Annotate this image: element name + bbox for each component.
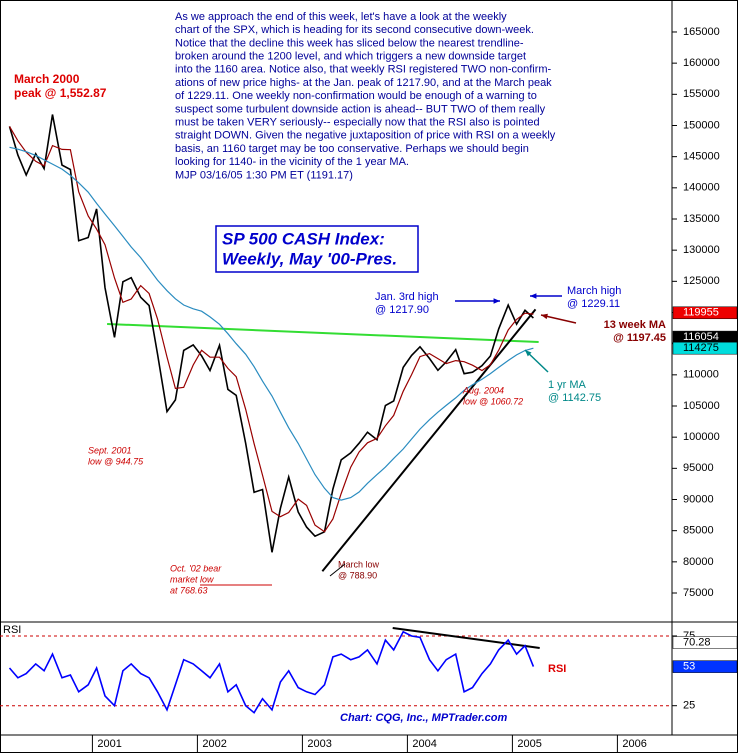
- annotation: Jan. 3rd high: [375, 291, 439, 303]
- x-tick-label: 2001: [97, 738, 121, 750]
- y-tick-label: 75000: [683, 587, 714, 599]
- trendline: [321, 308, 537, 572]
- last-value-label: 114275: [683, 342, 719, 354]
- y-tick-label: 95000: [683, 462, 714, 474]
- annotation: March low: [338, 559, 380, 569]
- commentary: basis, an 1160 target may be too conserv…: [175, 143, 529, 155]
- arrow-head: [525, 350, 532, 357]
- series-line: [8, 126, 534, 533]
- x-tick-label: 2003: [307, 738, 331, 750]
- commentary: looking for 1140- in the vicinity of the…: [175, 156, 409, 168]
- trendline: [392, 627, 540, 649]
- annotation: market low: [170, 574, 214, 584]
- y-tick-label: 130000: [683, 244, 720, 256]
- annotation: @ 1217.90: [375, 304, 429, 316]
- series-line: [8, 630, 535, 714]
- annotation: @ 1229.11: [567, 298, 620, 310]
- y-tick-label: 135000: [683, 213, 720, 225]
- rsi-title: RSI: [3, 624, 21, 636]
- commentary: suspect some turbulent downside action i…: [175, 103, 546, 115]
- chart-title: Weekly, May '00-Pres.: [222, 249, 397, 268]
- commentary: broken around the 1200 level, and which …: [175, 51, 526, 63]
- annotation: @ 1142.75: [548, 392, 601, 404]
- trendline: [107, 322, 539, 343]
- arrow-head: [530, 293, 537, 299]
- annotation: Oct. '02 bear: [170, 563, 222, 573]
- arrow-head: [541, 313, 548, 320]
- series-label: RSI: [548, 663, 566, 675]
- title-box: [215, 225, 419, 273]
- series-line: [9, 146, 534, 501]
- annotation: Sept. 2001: [88, 445, 132, 455]
- annotation: 1 yr MA: [548, 379, 587, 391]
- y-tick-label: 25: [683, 700, 695, 712]
- x-tick-label: 2006: [622, 738, 646, 750]
- annotation: March high: [567, 285, 621, 297]
- annotation: March 2000: [14, 72, 80, 86]
- last-value-box: [672, 660, 738, 673]
- y-tick-label: 100000: [683, 431, 720, 443]
- annotation: peak @ 1,552.87: [14, 86, 107, 100]
- y-tick-label: 140000: [683, 182, 720, 194]
- source: Chart: CQG, Inc., MPTrader.com: [340, 712, 507, 724]
- commentary: straight DOWN. Given the negative juxtap…: [175, 130, 556, 142]
- annotation: @ 788.90: [338, 570, 377, 580]
- y-tick-label: 125000: [683, 275, 720, 287]
- annotation: low @ 944.75: [88, 456, 144, 466]
- y-tick-label: 160000: [683, 57, 720, 69]
- y-tick-label: 145000: [683, 151, 720, 163]
- annotation: at 768.63: [170, 585, 208, 595]
- annotation: @ 1197.45: [613, 332, 666, 344]
- leader: [329, 563, 346, 577]
- y-tick-label: 155000: [683, 88, 720, 100]
- commentary: into the 1160 area. Notice also, that we…: [175, 64, 552, 76]
- y-tick-label: 80000: [683, 556, 714, 568]
- chart-title: SP 500 CASH Index:: [222, 229, 385, 248]
- commentary: MJP 03/16/05 1:30 PM ET (1191.17): [175, 169, 353, 181]
- y-tick-label: 110000: [683, 369, 719, 381]
- commentary: of 1229.11. One weekly non-confirmation …: [175, 90, 537, 102]
- x-tick-label: 2004: [412, 738, 436, 750]
- y-tick-label: 90000: [683, 493, 714, 505]
- y-tick-label: 85000: [683, 525, 714, 537]
- commentary: chart of the SPX, which is heading for i…: [175, 24, 534, 36]
- last-value-label: 53: [683, 661, 695, 673]
- last-value-label: 119955: [683, 307, 719, 319]
- y-tick-label: 165000: [683, 26, 720, 38]
- commentary: Notice that the decline this week has sl…: [175, 37, 524, 49]
- commentary: must be taken VERY seriously-- especiall…: [175, 117, 540, 129]
- annotation: 13 week MA: [604, 319, 666, 331]
- x-tick-label: 2005: [517, 738, 541, 750]
- arrow-head: [493, 298, 500, 304]
- last-value-label: 70.28: [683, 636, 711, 648]
- commentary: ations of new price highs- at the Jan. p…: [175, 77, 552, 89]
- last-value-box: [672, 636, 738, 649]
- annotation: low @ 1060.72: [463, 396, 523, 406]
- y-tick-label: 105000: [683, 400, 720, 412]
- x-tick-label: 2002: [202, 738, 226, 750]
- last-value-box: [672, 306, 738, 320]
- y-tick-label: 150000: [683, 119, 720, 131]
- series-line: [8, 114, 534, 553]
- last-value-label: 116054: [683, 331, 719, 343]
- last-value-box: [672, 341, 738, 355]
- commentary: As we approach the end of this week, let…: [175, 11, 507, 23]
- annotation: Aug. 2004: [462, 385, 504, 395]
